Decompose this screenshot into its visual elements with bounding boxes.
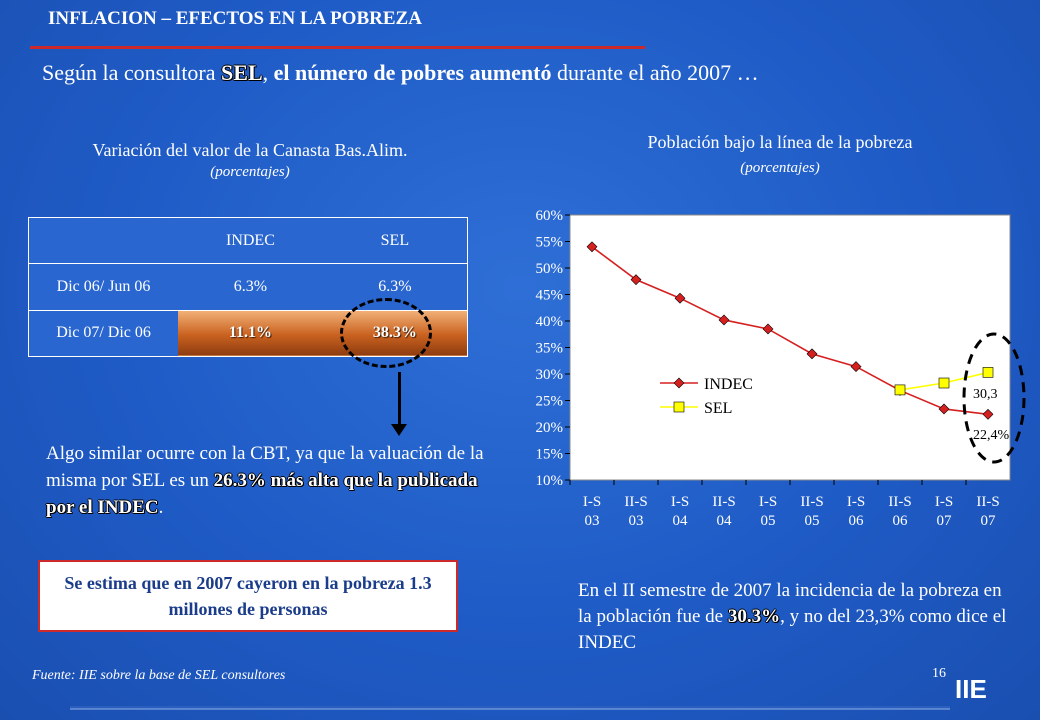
- y-tick-label: 30%: [536, 367, 564, 383]
- poverty-line-chart: 10% 15% 20% 25% 30% 35% 40% 45% 50% 55% 60% I-S 03 II…: [536, 208, 1026, 529]
- table-title: Variación del valor de la Canasta Bas.Al…: [92, 140, 408, 160]
- table-header-row: INDEC SEL: [29, 218, 468, 264]
- table-header-sel: SEL: [380, 231, 410, 249]
- subtitle-comma: ,: [262, 60, 274, 85]
- iie-logo: IIE: [955, 674, 987, 704]
- x-tick-label: I-S 07: [935, 494, 953, 529]
- data-point-sel: [938, 377, 950, 389]
- plot-area: [569, 214, 1011, 481]
- y-tick-label: 45%: [536, 288, 564, 304]
- source-note: Fuente: IIE sobre la base de SEL consult…: [32, 668, 286, 683]
- y-tick-label: 50%: [536, 261, 564, 277]
- row-indec-value: 6.3%: [178, 263, 323, 311]
- data-point-indec: [718, 314, 730, 326]
- y-tick-label: 60%: [536, 208, 564, 224]
- x-tick-label: I-S 06: [847, 494, 865, 529]
- header-divider: [30, 46, 645, 49]
- table-header-empty: [29, 218, 179, 264]
- cbt-paragraph: Algo similar ocurre con la CBT, ya que l…: [46, 440, 486, 521]
- estimate-callout: Se estima que en 2007 cayeron en la pobr…: [38, 560, 458, 632]
- y-tick-label: 20%: [536, 420, 564, 436]
- x-tick-label: II-S 03: [624, 494, 647, 529]
- data-point-indec: [586, 241, 598, 253]
- annotation-indec-last: 22,4%: [973, 428, 1010, 443]
- data-point-indec: [630, 274, 642, 286]
- y-tick-label: 35%: [536, 341, 564, 357]
- highlight-ellipse: [962, 332, 1026, 464]
- x-tick-label: II-S 07: [976, 494, 999, 529]
- page-title: INFLACION – EFECTOS EN LA POBREZA: [48, 8, 422, 29]
- chart-title: Población bajo la línea de la pobreza: [647, 132, 913, 152]
- subtitle-prefix: Según la consultora: [42, 60, 222, 85]
- data-point-indec: [762, 323, 774, 335]
- data-point-sel: [894, 384, 906, 396]
- arrow-down-icon: [391, 424, 407, 436]
- x-tick-label: II-S 04: [712, 494, 735, 529]
- data-point-indec: [982, 408, 994, 420]
- legend-label: SEL: [704, 400, 732, 417]
- data-point-sel: [982, 367, 994, 378]
- x-tick-label: II-S 06: [888, 494, 911, 529]
- canasta-table: INDEC SEL Dic 06/ Jun 06 6.3% 6.3% Dic 0…: [28, 217, 468, 357]
- cbt-end: .: [158, 497, 164, 518]
- legend-label: INDEC: [704, 376, 753, 393]
- annotation-sel-last: 30,3: [973, 387, 998, 402]
- data-point-indec: [938, 403, 950, 415]
- cbt-highlight: 26.3% más alta que la publicada por el I…: [46, 470, 478, 518]
- y-tick-label: 55%: [536, 235, 564, 251]
- data-point-indec: [850, 361, 862, 373]
- row-label: Dic 06/ Jun 06: [28, 263, 179, 311]
- cbt-text: Algo similar ocurre con la CBT, ya que l…: [46, 443, 484, 491]
- row-indec-value: 11.1%: [178, 309, 323, 357]
- series-line-indec: [591, 246, 989, 416]
- conclusion-paragraph: En el II semestre de 2007 la incidencia …: [578, 578, 1018, 656]
- x-tick-label: I-S 04: [671, 494, 689, 529]
- table-subtitle: (porcentajes): [210, 164, 290, 180]
- data-point-indec: [674, 292, 686, 304]
- y-tick-label: 10%: [536, 473, 564, 489]
- x-tick-label: I-S 03: [583, 494, 601, 529]
- highlight-circle: [340, 298, 432, 368]
- slide-subtitle: Según la consultora SEL, el número de po…: [42, 60, 759, 86]
- y-tick-label: 25%: [536, 394, 564, 410]
- footer-divider-shadow: [70, 708, 950, 710]
- subtitle-suffix: durante el año 2007 …: [551, 60, 759, 85]
- legend-marker-sel: [673, 401, 685, 413]
- legend-marker-indec: [673, 377, 685, 389]
- table-row: Dic 06/ Jun 06 6.3% 6.3%: [28, 263, 468, 311]
- conclusion-highlight: 30.3%: [727, 606, 781, 627]
- page-number: 16: [932, 666, 946, 681]
- table-header-indec: INDEC: [225, 231, 275, 249]
- y-tick-label: 15%: [536, 447, 564, 463]
- conclusion-text-end: , y no del 23,3% como dice el INDEC: [578, 606, 1007, 653]
- arrow-shaft: [398, 372, 401, 428]
- subtitle-sel: SEL: [221, 60, 263, 85]
- y-tick-label: 40%: [536, 314, 564, 330]
- data-point-indec: [806, 348, 818, 360]
- x-tick-label: II-S 05: [800, 494, 823, 529]
- row-label: Dic 07/ Dic 06: [28, 309, 179, 357]
- chart-subtitle: (porcentajes): [740, 160, 820, 176]
- footer-divider: [70, 706, 950, 709]
- conclusion-text: En el II semestre de 2007 la incidencia …: [578, 580, 1002, 627]
- subtitle-bold: el número de pobres aumentó: [273, 60, 552, 85]
- x-tick-label: I-S 05: [759, 494, 777, 529]
